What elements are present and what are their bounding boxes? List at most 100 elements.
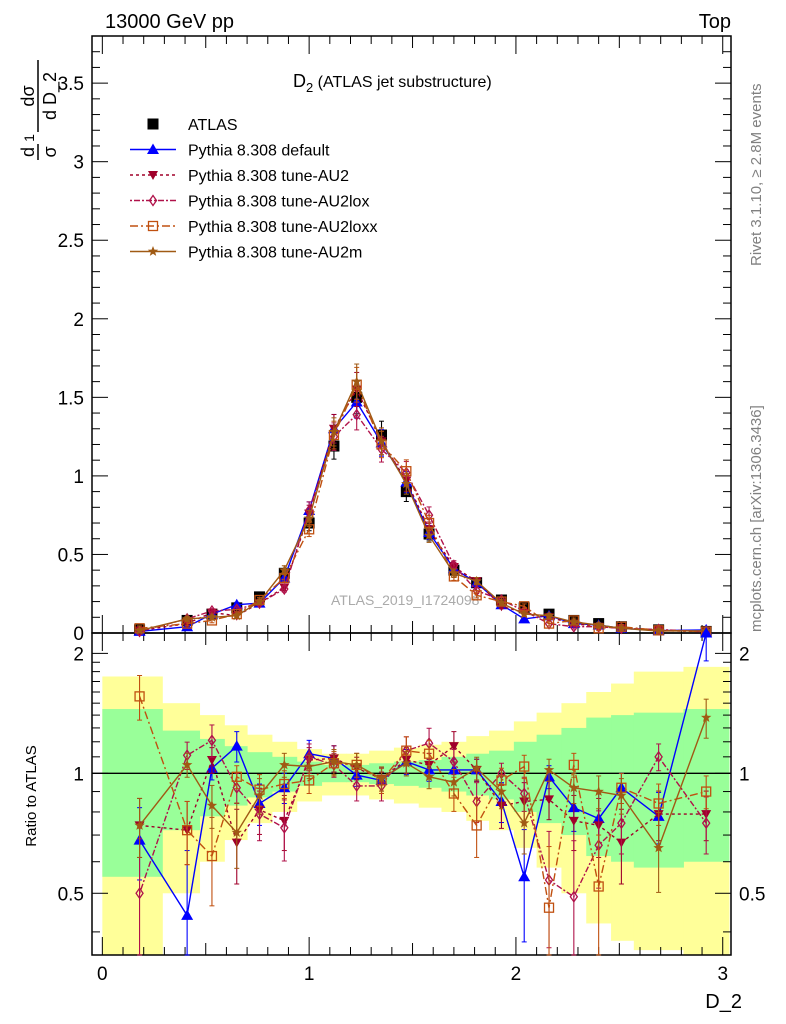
series-line xyxy=(138,696,707,908)
main-y-axis-label: d σ 1 dσ d D_2 xyxy=(18,60,61,160)
data-point xyxy=(303,512,315,523)
data-point xyxy=(376,435,387,446)
data-point xyxy=(423,748,435,759)
data-point xyxy=(471,590,482,601)
axes-and-ticks: 0 0.5 1 1.5 2 2.5 3 3.5 0 1 2 3 0.5 0.5 1 1 2 2 xyxy=(58,35,765,985)
data-point xyxy=(231,827,242,837)
legend-entry: Pythia 8.308 tune-AU2loxx xyxy=(130,219,377,236)
data-point xyxy=(206,756,217,766)
main-plot-title-rest: (ATLAS jet substructure) xyxy=(313,74,491,91)
y-tick-label: 1 xyxy=(73,467,84,488)
data-point xyxy=(568,782,580,793)
series-pythia-8-308-tune-au2m xyxy=(134,698,712,893)
stat-uncertainty-band xyxy=(162,730,201,831)
legend-marker xyxy=(147,220,159,232)
series-pythia-8-308-tune-au2m xyxy=(134,363,712,636)
y-tick-label: 2 xyxy=(73,310,84,331)
data-point xyxy=(134,819,145,830)
ylabel-one: 1 xyxy=(21,134,37,142)
data-point xyxy=(568,816,579,826)
legend-label: ATLAS xyxy=(188,117,238,134)
data-point xyxy=(279,778,290,790)
data-point xyxy=(280,582,289,596)
data-point xyxy=(518,612,531,624)
ratio-y-tick-label: 0.5 xyxy=(58,884,84,905)
legend-entry: Pythia 8.308 default xyxy=(130,143,330,160)
ylabel-frac1-den: σ xyxy=(40,146,60,157)
x-tick-label: 3 xyxy=(717,964,728,985)
series-line xyxy=(139,413,707,633)
data-point xyxy=(569,890,579,903)
data-point xyxy=(519,817,530,828)
data-point xyxy=(543,618,555,629)
data-point xyxy=(134,625,145,636)
data-point xyxy=(471,575,482,586)
legend-marker xyxy=(147,118,159,130)
data-point xyxy=(231,771,242,782)
ratio-y-tick-label-right: 1 xyxy=(739,764,750,785)
data-point xyxy=(543,764,555,775)
data-point xyxy=(653,625,664,636)
data-point xyxy=(303,761,315,771)
main-plot-title: D2 (ATLAS jet substructure) xyxy=(293,71,492,95)
data-point xyxy=(376,773,387,784)
data-point xyxy=(519,608,530,619)
data-point xyxy=(701,786,712,797)
legend: ATLAS Pythia 8.308 default Pythia 8.308 tu… xyxy=(130,117,377,262)
data-point xyxy=(496,597,507,608)
data-point xyxy=(280,821,289,834)
data-point xyxy=(471,820,482,831)
data-point xyxy=(449,755,459,768)
y-tick-label: 0 xyxy=(73,624,84,645)
legend-marker xyxy=(147,246,159,256)
ratio-uncertainty-bands xyxy=(102,666,730,955)
x-tick-label: 1 xyxy=(304,964,315,985)
series-line xyxy=(139,379,707,632)
data-point xyxy=(206,611,218,622)
legend-entry: Pythia 8.308 tune-AU2m xyxy=(130,245,362,262)
ratio-y-tick-label: 2 xyxy=(73,644,84,665)
data-point xyxy=(206,800,218,810)
data-point xyxy=(701,816,711,830)
data-point xyxy=(593,881,604,892)
header-process-label: Top xyxy=(699,11,731,33)
data-point xyxy=(401,757,412,768)
data-point xyxy=(328,426,340,437)
data-point xyxy=(230,740,243,751)
data-point xyxy=(653,842,664,853)
legend-marker xyxy=(147,143,159,154)
data-point xyxy=(700,627,713,638)
stat-uncertainty-band xyxy=(224,746,248,806)
x-tick-label: 0 xyxy=(97,964,108,985)
data-point xyxy=(471,762,482,773)
data-point xyxy=(181,759,193,770)
main-plot-title-subscript: 2 xyxy=(306,80,313,95)
legend-entry: Pythia 8.308 tune-AU2 xyxy=(130,168,349,185)
stat-uncertainty-band xyxy=(102,709,163,877)
data-point xyxy=(206,850,218,862)
y-tick-label: 1.5 xyxy=(58,388,84,409)
legend-label: Pythia 8.308 tune-AU2 xyxy=(188,168,349,185)
legend-marker xyxy=(148,194,158,207)
data-point xyxy=(254,790,265,800)
data-point xyxy=(423,517,435,529)
legend-label: Pythia 8.308 tune-AU2m xyxy=(188,245,362,262)
data-point xyxy=(448,776,460,787)
y-tick-label: 0.5 xyxy=(58,545,84,566)
data-point xyxy=(181,613,193,624)
x-tick-label: 2 xyxy=(511,964,522,985)
data-point xyxy=(351,759,362,770)
series-line xyxy=(139,632,707,918)
data-point xyxy=(401,478,412,489)
data-point xyxy=(653,798,664,809)
ratio-y-tick-label-right: 2 xyxy=(739,644,750,665)
data-point xyxy=(617,816,626,830)
analysis-id-label: ATLAS_2019_I1724098 xyxy=(331,592,480,608)
data-point xyxy=(423,530,435,540)
data-point xyxy=(135,887,144,900)
data-point xyxy=(279,564,290,575)
series-line xyxy=(138,739,707,898)
data-point xyxy=(448,742,459,752)
data-point xyxy=(496,786,507,796)
